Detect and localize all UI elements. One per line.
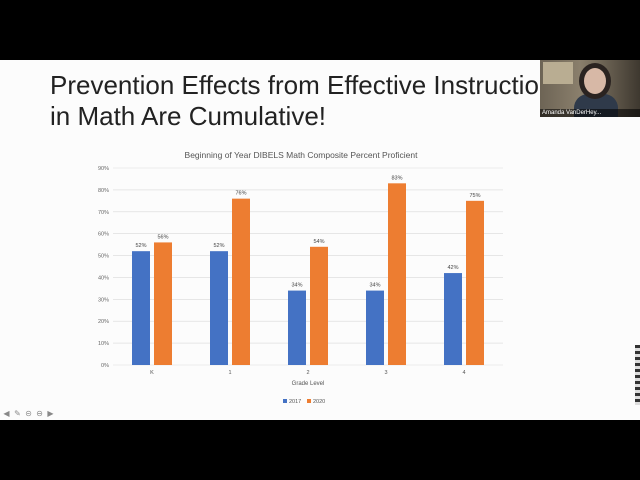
prev-icon[interactable]: ◀ <box>3 409 10 418</box>
legend-label: 2017 <box>289 399 301 405</box>
bar-2017-3 <box>366 290 384 365</box>
bar-2017-1 <box>210 251 228 365</box>
pen-icon[interactable]: ✎ <box>14 409 21 418</box>
slide-controls: ◀ ✎ ⊝ ⊖ ▶ <box>2 409 55 418</box>
data-label: 34% <box>291 283 302 289</box>
participant-video-tile[interactable]: Amanda VanDerHey... <box>540 60 640 117</box>
legend-swatch <box>307 399 311 403</box>
chart-title: Beginning of Year DIBELS Math Composite … <box>185 150 419 160</box>
y-tick-label: 30% <box>98 297 109 303</box>
y-tick-label: 10% <box>98 341 109 347</box>
x-tick-label: 2 <box>306 370 309 376</box>
x-tick-label: K <box>150 370 154 376</box>
y-tick-label: 70% <box>98 210 109 216</box>
data-label: 52% <box>135 243 146 249</box>
bar-2017-K <box>132 251 150 365</box>
bar-2020-K <box>154 242 172 365</box>
slide-title: Prevention Effects from Effective Instru… <box>50 70 590 132</box>
bar-2020-3 <box>388 183 406 365</box>
y-tick-label: 90% <box>98 166 109 172</box>
bar-chart: 0% 10% 20% 30% 40% 50% 60% 70% 80% 90% 52% 56% 52% 7… <box>98 150 503 405</box>
participant-name: Amanda VanDerHey... <box>540 109 640 117</box>
slide-title-line-1: Prevention Effects from Effective Instru… <box>50 70 539 100</box>
video-shelf <box>543 62 573 84</box>
bar-2020-4 <box>466 200 484 365</box>
data-label: 56% <box>157 234 168 240</box>
menu-icon[interactable]: ⊝ <box>25 409 32 418</box>
y-tick-label: 20% <box>98 319 109 325</box>
x-tick-label: 4 <box>462 370 465 376</box>
y-tick-label: 50% <box>98 254 109 260</box>
y-tick-label: 60% <box>98 232 109 238</box>
x-axis-label: Grade Level <box>292 381 325 387</box>
y-tick-label: 80% <box>98 188 109 194</box>
zoom-icon[interactable]: ⊖ <box>36 409 43 418</box>
legend-label: 2020 <box>313 399 325 405</box>
presentation-slide: Prevention Effects from Effective Instru… <box>0 60 640 420</box>
bar-2020-1 <box>232 198 250 365</box>
next-icon[interactable]: ▶ <box>47 409 54 418</box>
y-tick-label: 0% <box>101 363 109 369</box>
legend: 2017 2020 <box>283 399 325 405</box>
data-label: 34% <box>369 283 380 289</box>
data-label: 75% <box>469 193 480 199</box>
data-label: 76% <box>235 191 246 197</box>
x-tick-label: 1 <box>228 370 231 376</box>
slide-title-line-2: in Math Are Cumulative! <box>50 101 327 131</box>
bar-2017-4 <box>444 273 462 365</box>
data-label: 52% <box>213 243 224 249</box>
data-label: 54% <box>313 239 324 245</box>
legend-swatch <box>283 399 287 403</box>
data-label: 83% <box>391 175 402 181</box>
slide-edge-artifact <box>635 345 640 405</box>
participant-head <box>584 68 606 94</box>
x-tick-label: 3 <box>384 370 387 376</box>
bar-2017-2 <box>288 290 306 365</box>
data-label: 42% <box>447 265 458 271</box>
y-tick-label: 40% <box>98 275 109 281</box>
bar-2020-2 <box>310 246 328 365</box>
